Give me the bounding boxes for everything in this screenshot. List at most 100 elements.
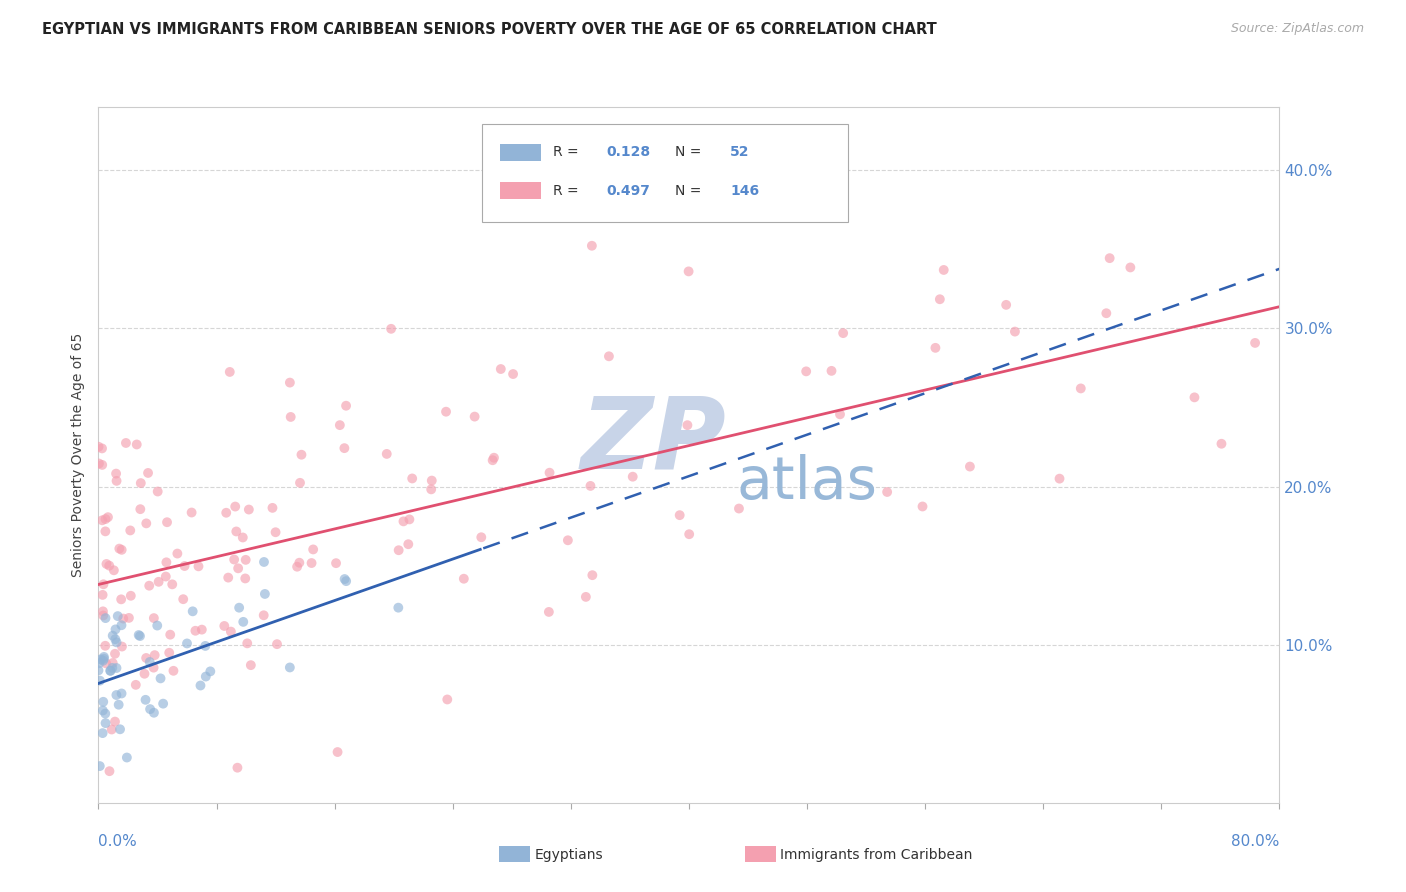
Point bbox=[388, 543, 411, 558]
Point bbox=[794, 364, 817, 378]
Point bbox=[91, 608, 114, 623]
Point bbox=[105, 688, 128, 702]
Point bbox=[820, 364, 842, 378]
Point bbox=[932, 263, 955, 277]
Text: N =: N = bbox=[675, 145, 706, 160]
Point bbox=[105, 467, 128, 481]
Point bbox=[142, 660, 165, 674]
Point bbox=[91, 703, 114, 717]
Point bbox=[91, 588, 114, 602]
Point bbox=[375, 447, 398, 461]
Point bbox=[172, 592, 194, 607]
Point bbox=[110, 686, 132, 700]
Point bbox=[94, 706, 117, 721]
Point bbox=[98, 558, 121, 573]
Point bbox=[157, 646, 180, 660]
Point bbox=[142, 706, 165, 720]
Point bbox=[101, 661, 124, 675]
Point bbox=[325, 556, 347, 570]
Text: 0.128: 0.128 bbox=[606, 145, 651, 160]
Point bbox=[104, 647, 127, 661]
Point bbox=[134, 666, 156, 681]
Point bbox=[232, 531, 254, 545]
Point bbox=[190, 678, 212, 692]
Text: 146: 146 bbox=[730, 184, 759, 197]
Point bbox=[148, 574, 170, 589]
Point bbox=[1244, 335, 1267, 350]
Point bbox=[301, 556, 323, 570]
Point bbox=[128, 628, 150, 642]
Point bbox=[89, 656, 111, 670]
Point bbox=[236, 636, 259, 650]
Point bbox=[162, 577, 184, 591]
Point bbox=[581, 239, 603, 253]
Point bbox=[90, 652, 112, 666]
Point bbox=[96, 557, 118, 571]
Point bbox=[538, 466, 561, 480]
Point bbox=[129, 476, 152, 491]
Point bbox=[288, 556, 311, 570]
Point bbox=[396, 537, 419, 551]
Point bbox=[91, 442, 114, 456]
Point bbox=[217, 571, 239, 585]
Point bbox=[107, 609, 129, 624]
Point bbox=[87, 457, 110, 471]
Text: atlas: atlas bbox=[737, 454, 877, 511]
Point bbox=[91, 726, 114, 740]
Point bbox=[101, 629, 124, 643]
Point bbox=[104, 623, 127, 637]
Point bbox=[621, 469, 644, 483]
Point bbox=[191, 623, 214, 637]
Point bbox=[266, 637, 288, 651]
Point bbox=[235, 553, 257, 567]
Point bbox=[1184, 390, 1206, 404]
Point bbox=[239, 658, 262, 673]
Point bbox=[214, 619, 236, 633]
Point bbox=[187, 559, 209, 574]
Point bbox=[581, 568, 603, 582]
Point bbox=[226, 761, 249, 775]
Point bbox=[911, 500, 934, 514]
Point bbox=[215, 506, 238, 520]
Point bbox=[152, 697, 174, 711]
Point bbox=[93, 649, 115, 664]
Point bbox=[135, 693, 157, 707]
Point bbox=[387, 600, 409, 615]
Text: ZP: ZP bbox=[581, 392, 727, 490]
Point bbox=[262, 500, 284, 515]
Point bbox=[91, 458, 114, 472]
Point bbox=[238, 502, 260, 516]
Point bbox=[224, 552, 246, 566]
Point bbox=[1004, 325, 1026, 339]
Point bbox=[87, 664, 110, 678]
Point bbox=[995, 298, 1018, 312]
Point bbox=[143, 648, 166, 662]
Point bbox=[537, 605, 560, 619]
Text: 52: 52 bbox=[730, 145, 749, 160]
Point bbox=[959, 459, 981, 474]
Point bbox=[828, 407, 851, 421]
Point bbox=[225, 524, 247, 539]
Point bbox=[93, 577, 115, 591]
Point bbox=[136, 466, 159, 480]
Point bbox=[253, 555, 276, 569]
Text: EGYPTIAN VS IMMIGRANTS FROM CARIBBEAN SENIORS POVERTY OVER THE AGE OF 65 CORRELA: EGYPTIAN VS IMMIGRANTS FROM CARIBBEAN SE… bbox=[42, 22, 936, 37]
Point bbox=[329, 418, 352, 433]
Point bbox=[278, 660, 301, 674]
Point bbox=[335, 399, 357, 413]
Point bbox=[481, 453, 503, 467]
Point bbox=[668, 508, 690, 523]
Point bbox=[146, 618, 169, 632]
Point bbox=[89, 673, 111, 688]
Point bbox=[401, 471, 423, 485]
Point bbox=[1098, 251, 1121, 265]
Point bbox=[142, 611, 165, 625]
Point bbox=[575, 590, 598, 604]
Point bbox=[335, 574, 357, 588]
Point bbox=[392, 514, 415, 528]
Text: 80.0%: 80.0% bbox=[1232, 834, 1279, 849]
Point bbox=[135, 516, 157, 531]
Point bbox=[100, 664, 122, 678]
Bar bbox=[501, 182, 541, 199]
Point bbox=[333, 441, 356, 455]
